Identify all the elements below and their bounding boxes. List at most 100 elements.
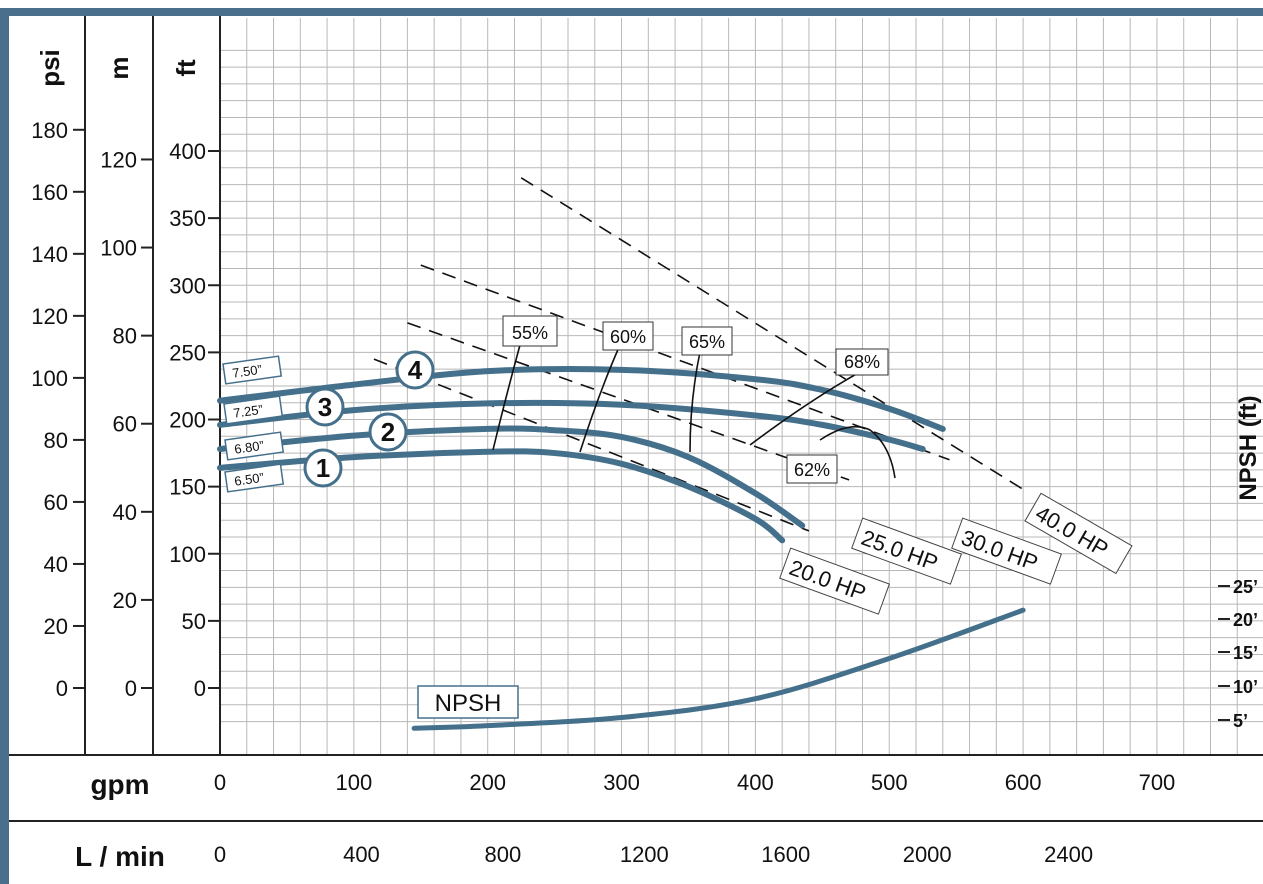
tick-label: 100	[169, 542, 206, 567]
tick-label: 0	[194, 676, 206, 701]
impeller-curve-3	[217, 399, 926, 453]
tick-label: 0	[125, 676, 137, 701]
tick-label: 20	[113, 588, 137, 613]
efficiency-label-box	[502, 315, 558, 347]
efficiency-line	[749, 371, 861, 446]
impeller-curves	[217, 366, 1026, 731]
axes: psi020406080100120140160180m020406080100…	[31, 49, 1262, 872]
curve-number-text: 1	[316, 453, 330, 483]
axis-title-psi: psi	[35, 49, 65, 87]
chart-frame	[0, 8, 1263, 884]
tick-label: 0	[214, 770, 226, 795]
tick-label: 80	[113, 324, 137, 349]
tick-label: 80	[44, 428, 68, 453]
npsh-tick-label: 20’	[1233, 610, 1258, 630]
efficiency-label-text: 68%	[844, 352, 880, 372]
axis-title-gpm: gpm	[90, 769, 149, 800]
frame-top	[0, 8, 1263, 16]
tick-label: 400	[343, 842, 380, 867]
efficiency-line	[579, 344, 621, 453]
axis-title-lpm: L / min	[75, 841, 165, 872]
impeller-curve-2	[217, 425, 806, 529]
tick-label: 100	[100, 236, 137, 261]
diameter-label-text: 7.25”	[232, 402, 263, 421]
curve-number-text: 4	[408, 355, 423, 385]
efficiency-label-text: 65%	[689, 332, 725, 352]
tick-label: 120	[31, 304, 68, 329]
tick-label: 50	[182, 609, 206, 634]
npsh-label-text: NPSH	[435, 690, 502, 717]
efficiency-label-box	[681, 326, 733, 356]
tick-label: 40	[44, 552, 68, 577]
hp-line	[407, 322, 850, 481]
npsh-tick-label: 15’	[1233, 643, 1258, 663]
tick-label: 250	[169, 340, 206, 365]
tick-label: 700	[1139, 770, 1176, 795]
tick-label: 2000	[903, 842, 952, 867]
axis-title-npsh: NPSH (ft)	[1235, 395, 1262, 500]
curve-number-text: 2	[381, 417, 395, 447]
tick-label: 1600	[761, 842, 810, 867]
tick-label: 60	[113, 412, 137, 437]
diameter-label-box	[224, 431, 285, 461]
hp-label: 25.0 HP	[851, 517, 962, 585]
axis-title-m: m	[104, 56, 134, 79]
npsh-tick-label: 10’	[1233, 677, 1258, 697]
hp-line	[373, 358, 810, 532]
npsh-curve	[411, 607, 1026, 731]
tick-label: 300	[169, 273, 206, 298]
efficiency-label-text: 55%	[512, 323, 548, 343]
tick-label: 20	[44, 614, 68, 639]
efficiency-label-box	[835, 348, 889, 376]
diameter-label-text: 7.50”	[231, 362, 262, 381]
tick-label: 0	[214, 842, 226, 867]
efficiency-label-text: 62%	[794, 460, 830, 480]
curve-number-badge	[368, 412, 408, 452]
curve-number-text: 3	[318, 392, 332, 422]
efficiency-line	[492, 344, 521, 451]
tick-label: 800	[485, 842, 522, 867]
tick-label: 100	[31, 366, 68, 391]
hp-label-box	[1024, 492, 1133, 575]
tick-label: 400	[737, 770, 774, 795]
tick-label: 2400	[1044, 842, 1093, 867]
tick-label: 60	[44, 490, 68, 515]
grid	[219, 18, 1263, 755]
tick-label: 200	[469, 770, 506, 795]
tick-label: 120	[100, 147, 137, 172]
tick-label: 1200	[620, 842, 669, 867]
tick-label: 0	[56, 676, 68, 701]
tick-label: 140	[31, 242, 68, 267]
diameter-label: 7.50”	[222, 355, 283, 385]
hp-label-box	[951, 517, 1062, 585]
curve-number-badge	[305, 387, 345, 427]
impeller-curve-4	[217, 366, 946, 432]
curve-number-badge	[395, 350, 435, 390]
frame-left	[0, 8, 9, 884]
efficiency-line	[819, 425, 896, 479]
efficiency-line	[689, 351, 701, 453]
tick-label: 150	[169, 475, 206, 500]
efficiency-lines	[492, 344, 896, 479]
tick-label: 500	[871, 770, 908, 795]
tick-label: 180	[31, 118, 68, 143]
diameter-label-box	[224, 463, 285, 493]
tick-label: 300	[603, 770, 640, 795]
tick-label: 400	[169, 139, 206, 164]
efficiency-label-box	[602, 321, 654, 351]
tick-label: 40	[113, 500, 137, 525]
tick-label: 350	[169, 206, 206, 231]
tick-label: 160	[31, 180, 68, 205]
diameter-label-box	[223, 395, 284, 425]
impeller-curve-1	[217, 448, 786, 544]
axis-title-ft: ft	[171, 59, 201, 77]
tick-label: 100	[335, 770, 372, 795]
hp-label-box	[851, 517, 962, 585]
curve-number-badge	[303, 448, 343, 488]
diameter-label: 7.25”	[223, 395, 284, 425]
hp-line	[520, 177, 1024, 490]
diameter-label-text: 6.80”	[233, 438, 264, 457]
diameter-label: 6.50”	[224, 463, 285, 493]
